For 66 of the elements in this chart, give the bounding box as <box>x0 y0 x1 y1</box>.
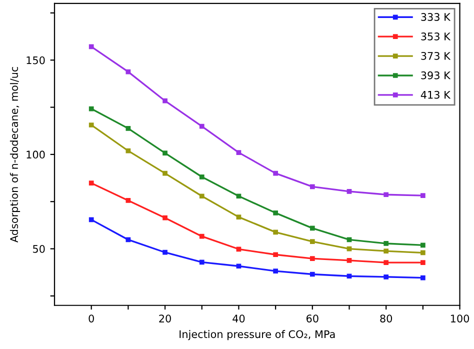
point <box>236 194 242 199</box>
point <box>384 248 389 254</box>
point <box>236 214 242 220</box>
point <box>126 126 131 131</box>
point <box>126 237 131 242</box>
point <box>384 241 389 246</box>
point <box>236 246 242 252</box>
legend-label: 353 K <box>421 32 451 40</box>
legend-label: 333 K <box>421 13 451 21</box>
point <box>310 226 315 231</box>
y-tick-label: 150 <box>26 56 45 64</box>
point <box>88 44 94 50</box>
point <box>384 260 389 265</box>
point <box>88 122 94 128</box>
y-tick-label: 50 <box>33 245 45 253</box>
x-axis-title: Injection pressure of CO₂, MPa <box>180 330 335 340</box>
legend-label: 413 K <box>420 90 451 99</box>
point <box>162 150 168 156</box>
point <box>126 69 131 74</box>
point <box>236 264 242 269</box>
point <box>162 250 168 255</box>
point <box>162 215 168 220</box>
point <box>273 230 278 235</box>
point <box>310 184 315 190</box>
x-tick-label: 0 <box>88 314 94 322</box>
point <box>384 192 389 198</box>
point <box>273 252 278 258</box>
point <box>88 217 94 222</box>
point <box>199 260 204 265</box>
x-tick-label: 60 <box>306 314 318 322</box>
point <box>310 256 315 262</box>
legend-label: 393 K <box>421 71 451 80</box>
point <box>88 106 94 112</box>
point <box>420 275 426 280</box>
x-tick-label: 100 <box>450 314 470 322</box>
point <box>162 170 168 176</box>
point <box>346 274 352 279</box>
point <box>88 180 94 186</box>
point <box>236 150 242 155</box>
point <box>126 198 131 203</box>
legend-label: 373 K <box>421 52 451 60</box>
point <box>420 250 426 256</box>
point <box>199 124 204 129</box>
point <box>310 272 315 277</box>
y-axis-title: Adsorption of n-dodecane, mol/uc <box>10 66 20 242</box>
point <box>420 242 426 248</box>
point <box>420 193 426 198</box>
point <box>346 188 352 194</box>
y-tick-label: 100 <box>26 150 45 159</box>
x-tick-label: 20 <box>159 314 171 322</box>
point <box>199 194 204 199</box>
point <box>420 260 426 265</box>
x-tick-label: 40 <box>232 314 245 322</box>
point <box>273 210 278 216</box>
point <box>310 239 315 244</box>
point <box>126 148 131 154</box>
point <box>384 274 389 280</box>
point <box>346 237 352 242</box>
x-tick-label: 80 <box>380 314 392 322</box>
point <box>273 170 278 176</box>
point <box>199 234 204 239</box>
point <box>346 258 352 263</box>
point <box>346 246 352 252</box>
point <box>199 174 204 180</box>
point <box>273 268 278 274</box>
point <box>162 98 168 104</box>
